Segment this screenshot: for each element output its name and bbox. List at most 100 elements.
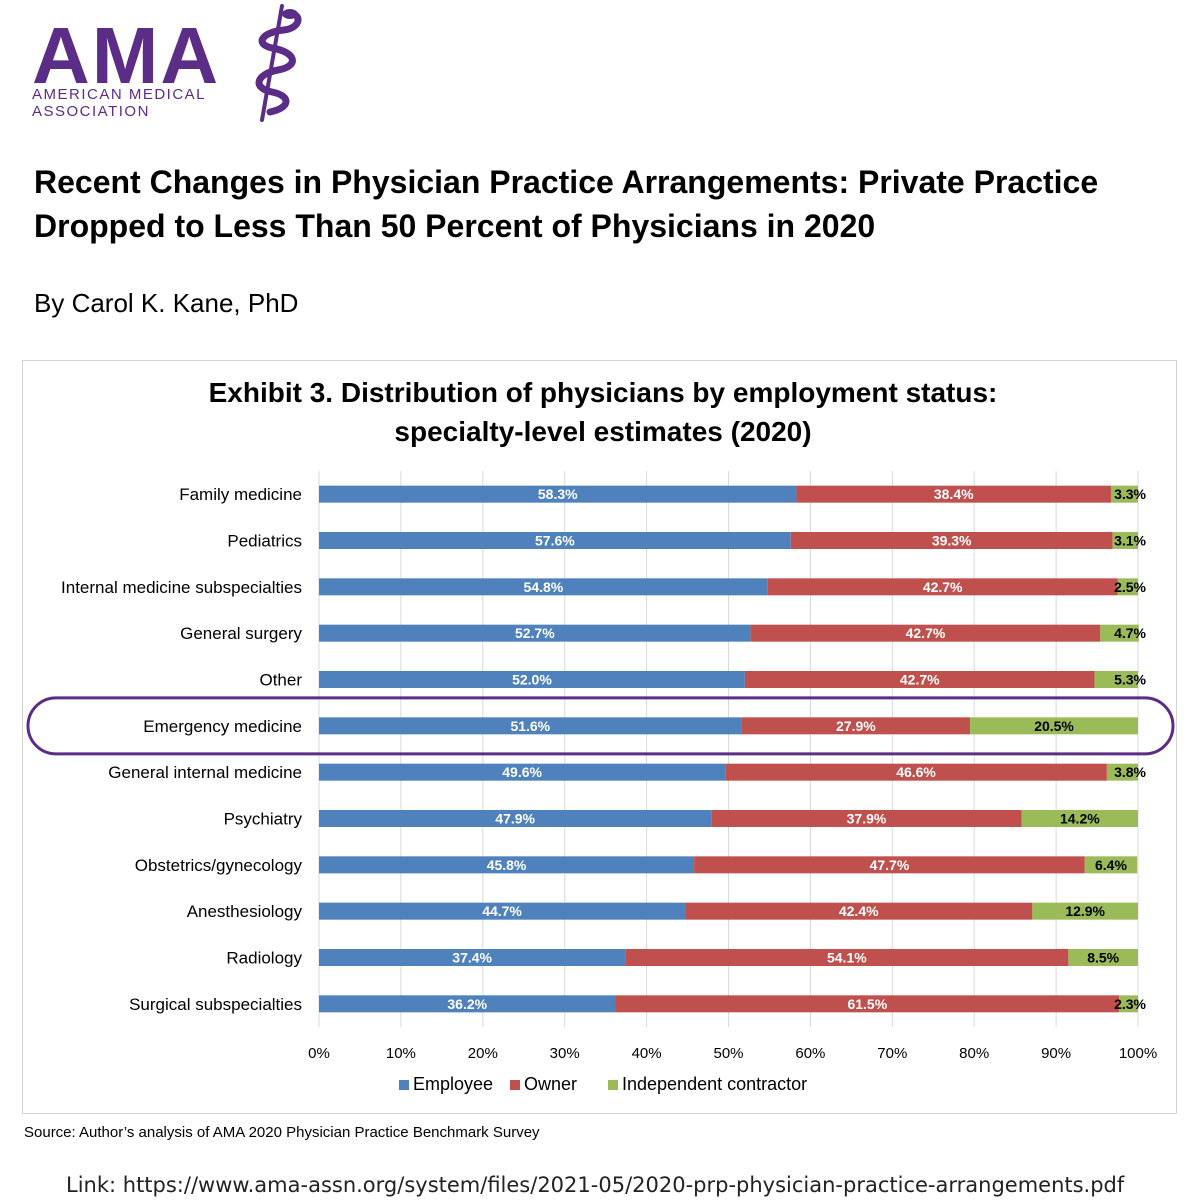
x-tick-label: 80% [959, 1045, 989, 1062]
bar-segment [790, 532, 1113, 549]
data-label: 45.8% [487, 857, 527, 873]
data-label: 42.7% [900, 672, 940, 688]
bar-segment [711, 810, 1022, 827]
data-label: 42.4% [839, 903, 879, 919]
category-label: Anesthesiology [187, 902, 303, 921]
byline: By Carol K. Kane, PhD [34, 288, 299, 318]
data-label: 47.9% [495, 811, 535, 827]
bar-segment [625, 949, 1069, 966]
data-label: 6.4% [1095, 857, 1127, 873]
x-tick-label: 100% [1119, 1045, 1157, 1062]
bar-segment [1094, 671, 1138, 688]
x-tick-label: 30% [550, 1045, 580, 1062]
bar-segment [1110, 485, 1138, 503]
bar-segment [319, 763, 726, 781]
data-label: 3.1% [1114, 533, 1146, 549]
data-label: 36.2% [447, 996, 487, 1012]
category-label: Obstetrics/gynecology [135, 856, 303, 875]
legend-label: Owner [524, 1074, 577, 1094]
bar-segment [1106, 763, 1138, 781]
x-tick-label: 0% [308, 1045, 330, 1062]
data-label: 12.9% [1065, 903, 1105, 919]
category-label: Internal medicine subspecialties [61, 578, 302, 597]
x-tick-label: 20% [468, 1045, 498, 1062]
x-tick-label: 40% [632, 1045, 662, 1062]
legend-label: Independent contractor [622, 1074, 807, 1094]
data-label: 54.8% [524, 579, 564, 595]
category-label: Surgical subspecialties [129, 995, 302, 1014]
x-tick-label: 50% [713, 1045, 743, 1062]
page-title: Recent Changes in Physician Practice Arr… [34, 164, 1099, 244]
data-label: 37.9% [847, 811, 887, 827]
legend-swatch [510, 1080, 520, 1090]
highlight-outline [26, 696, 1175, 756]
bar-segment [741, 717, 971, 735]
bar-segment [1032, 902, 1138, 920]
data-label: 46.6% [896, 764, 936, 780]
data-label: 14.2% [1060, 811, 1100, 827]
bar-segment [319, 949, 626, 966]
bar-segment [694, 856, 1085, 874]
bar-segment [767, 578, 1118, 596]
bar-segment [319, 485, 797, 503]
data-label: 57.6% [535, 533, 575, 549]
logo-wordmark: AMA [32, 11, 221, 100]
data-label: 42.7% [906, 625, 946, 641]
bar-segment [1112, 532, 1138, 549]
data-label: 52.0% [512, 672, 552, 688]
data-label: 37.4% [452, 950, 492, 966]
bar-segment [319, 532, 791, 549]
data-label: 38.4% [934, 486, 974, 502]
bar-segment [750, 624, 1101, 642]
chart-title-line-1: Exhibit 3. Distribution of physicians by… [209, 377, 998, 408]
bar-segment [796, 485, 1111, 503]
category-label: Emergency medicine [143, 717, 302, 736]
bar-segment [1068, 949, 1138, 966]
stacked-bar-chart: Exhibit 3. Distribution of physicians by… [26, 377, 1175, 1094]
bar-segment [615, 995, 1120, 1013]
category-label: Other [259, 671, 302, 690]
data-label: 47.7% [870, 857, 910, 873]
bar-segment [725, 763, 1107, 781]
chart-frame: Exhibit 3. Distribution of physicians by… [22, 360, 1177, 1114]
data-label: 39.3% [932, 533, 972, 549]
bar-segment [744, 671, 1095, 688]
data-label: 61.5% [847, 996, 887, 1012]
category-label: General surgery [180, 624, 302, 643]
bar-segment [1119, 995, 1138, 1013]
data-label: 3.8% [1114, 764, 1146, 780]
legend-swatch [399, 1080, 409, 1090]
category-label: Pediatrics [227, 532, 302, 551]
staff-of-asclepius-icon [255, 4, 302, 122]
logo-subtitle-line-2: ASSOCIATION [32, 103, 150, 120]
x-tick-label: 10% [386, 1045, 416, 1062]
data-label: 51.6% [510, 718, 550, 734]
link-text: Link: https://www.ama-assn.org/system/fi… [66, 1173, 1125, 1197]
bar-segment [319, 810, 712, 827]
data-label: 2.5% [1114, 579, 1146, 595]
ama-logo: AMA AMERICAN MEDICAL ASSOCIATION [28, 4, 308, 122]
data-label: 27.9% [836, 718, 876, 734]
data-label: 3.3% [1114, 486, 1146, 502]
bar-segment [319, 578, 768, 596]
chart-title-line-2: specialty-level estimates (2020) [394, 416, 811, 447]
x-tick-label: 60% [795, 1045, 825, 1062]
bar-segment [1021, 810, 1138, 827]
bar-segment [1084, 856, 1138, 874]
data-label: 44.7% [482, 903, 522, 919]
category-label: Radiology [226, 949, 302, 968]
category-label: Psychiatry [224, 810, 303, 829]
legend-swatch [608, 1080, 618, 1090]
bar-segment [970, 717, 1138, 735]
source-note: Source: Author’s analysis of AMA 2020 Ph… [24, 1124, 540, 1141]
x-tick-label: 90% [1041, 1045, 1071, 1062]
legend-label: Employee [413, 1074, 493, 1094]
x-tick-label: 70% [877, 1045, 907, 1062]
data-label: 4.7% [1114, 625, 1146, 641]
bar-segment [1117, 578, 1138, 596]
bar-segment [319, 671, 745, 688]
data-label: 54.1% [827, 950, 867, 966]
bar-segment [319, 717, 742, 735]
data-label: 42.7% [923, 579, 963, 595]
data-label: 8.5% [1087, 950, 1119, 966]
